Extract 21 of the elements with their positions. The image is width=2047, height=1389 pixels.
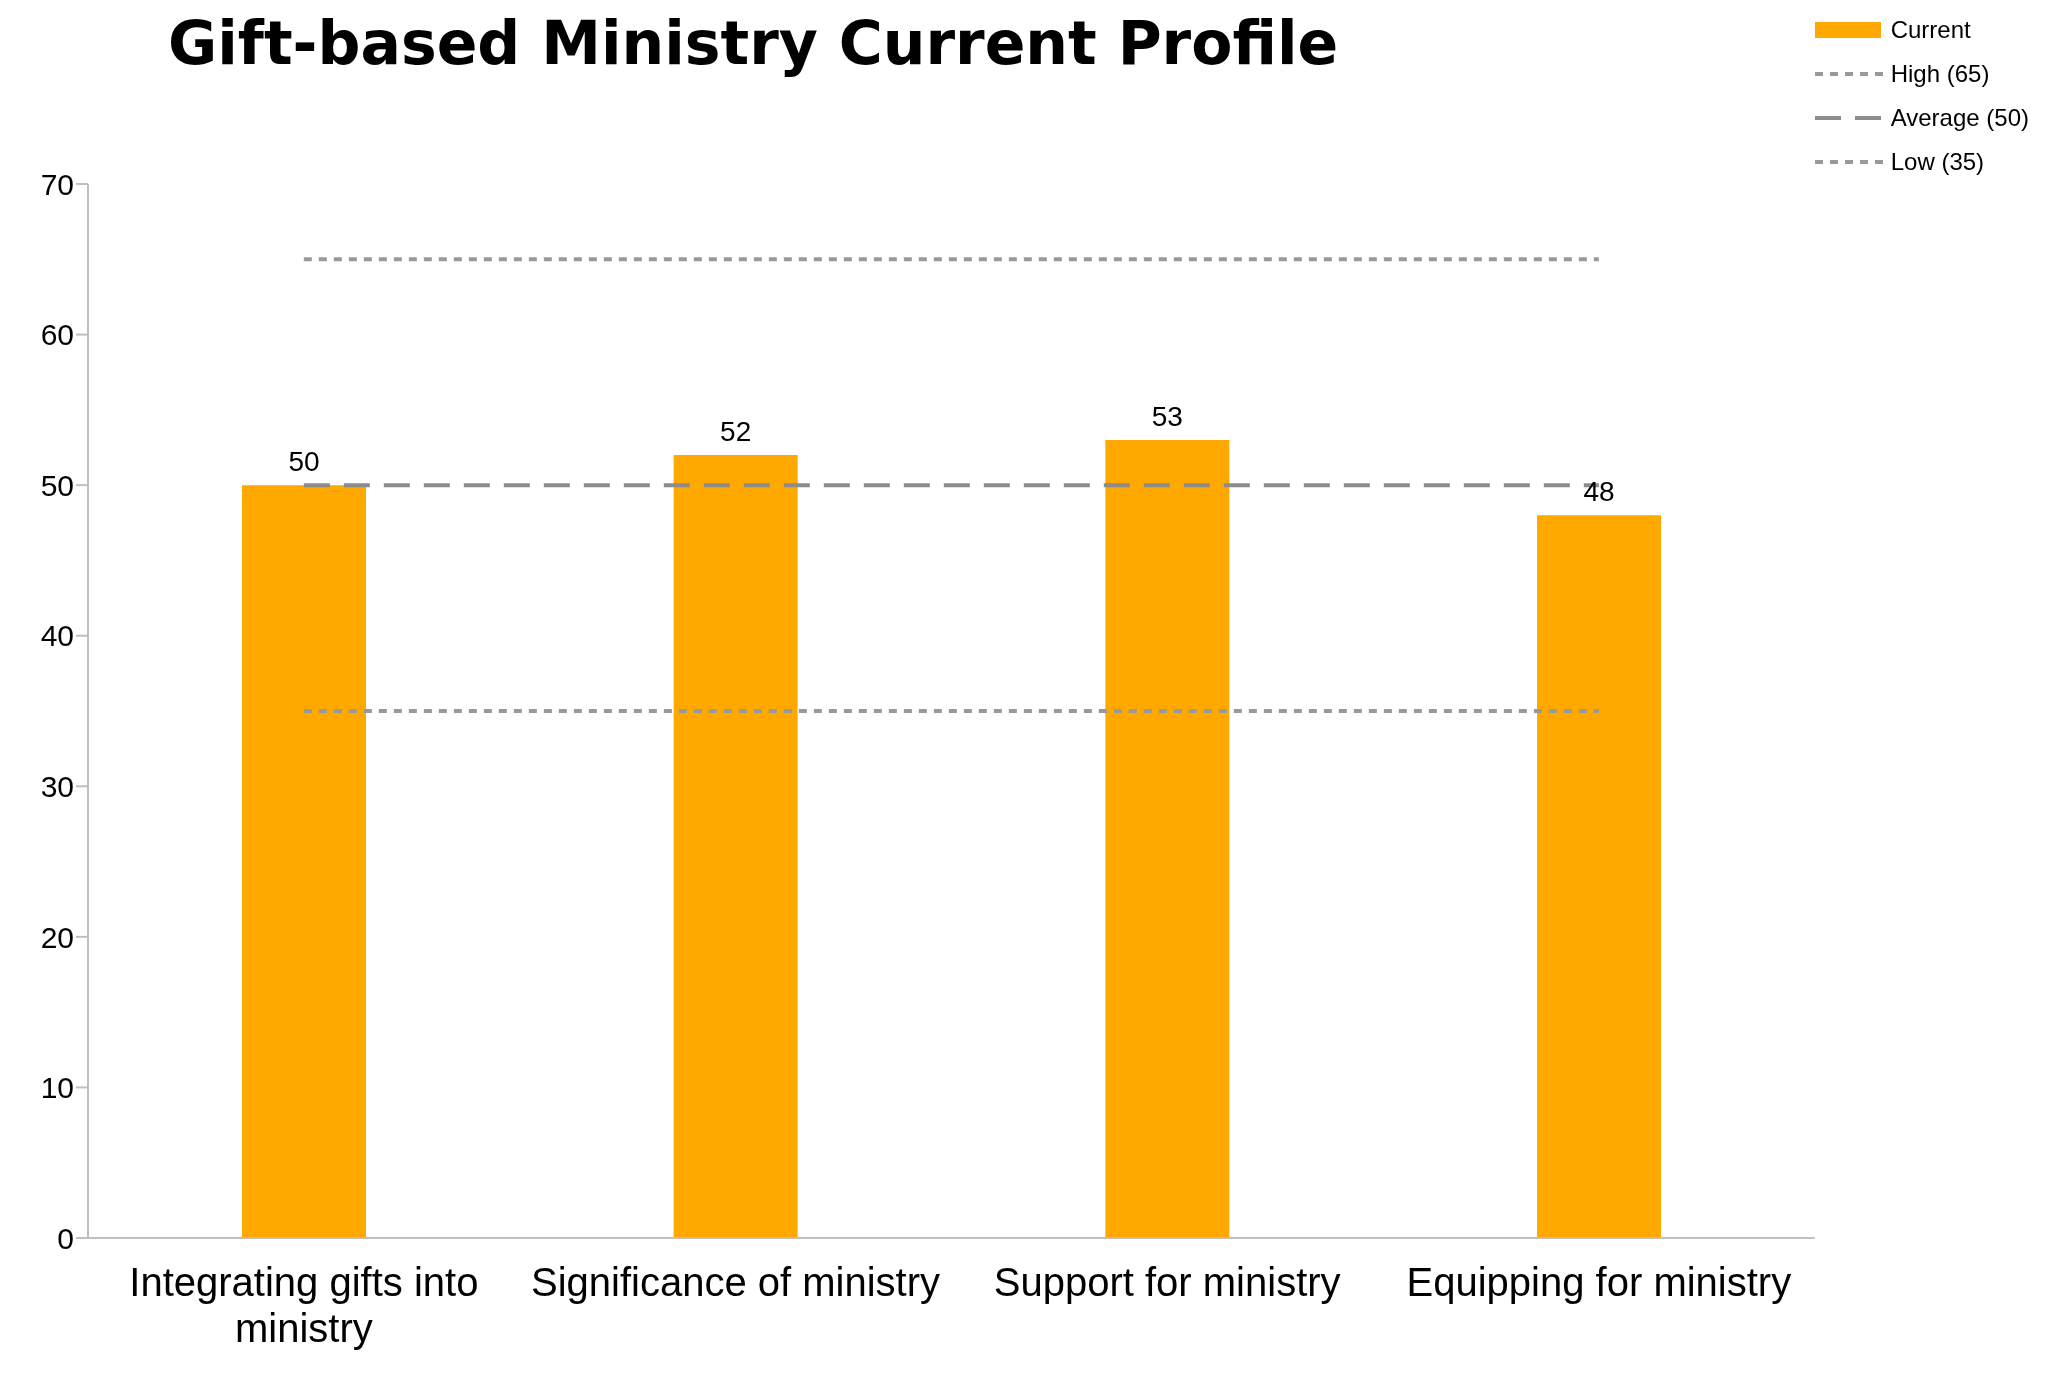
y-tick-label: 30 xyxy=(40,769,74,803)
legend-label: Average (50) xyxy=(1890,103,2029,133)
y-tick-label: 10 xyxy=(40,1071,74,1105)
y-tick-label: 40 xyxy=(40,619,74,653)
data-label: 48 xyxy=(1583,476,1615,508)
chart-title: Gift-based Ministry Current Profile xyxy=(168,8,1339,78)
y-tick-label: 60 xyxy=(40,318,74,352)
data-label: 50 xyxy=(288,446,320,478)
legend-label: High (65) xyxy=(1890,59,1990,89)
data-label: 53 xyxy=(1151,400,1183,432)
y-tick-label: 70 xyxy=(40,167,74,201)
x-tick-label: Significance of ministry xyxy=(530,1260,941,1304)
y-tick-label: 0 xyxy=(57,1221,74,1255)
data-label: 52 xyxy=(720,416,752,448)
legend-label: Low (35) xyxy=(1890,147,1985,177)
x-tick-label: Integrating gifts into ministry xyxy=(129,1260,479,1350)
y-tick-label: 20 xyxy=(40,920,74,954)
x-tick-label: Support for ministry xyxy=(993,1260,1341,1304)
y-tick-label: 50 xyxy=(40,468,74,502)
x-tick-label: Equipping for ministry xyxy=(1406,1260,1792,1304)
legend-label: Current xyxy=(1890,15,1971,45)
